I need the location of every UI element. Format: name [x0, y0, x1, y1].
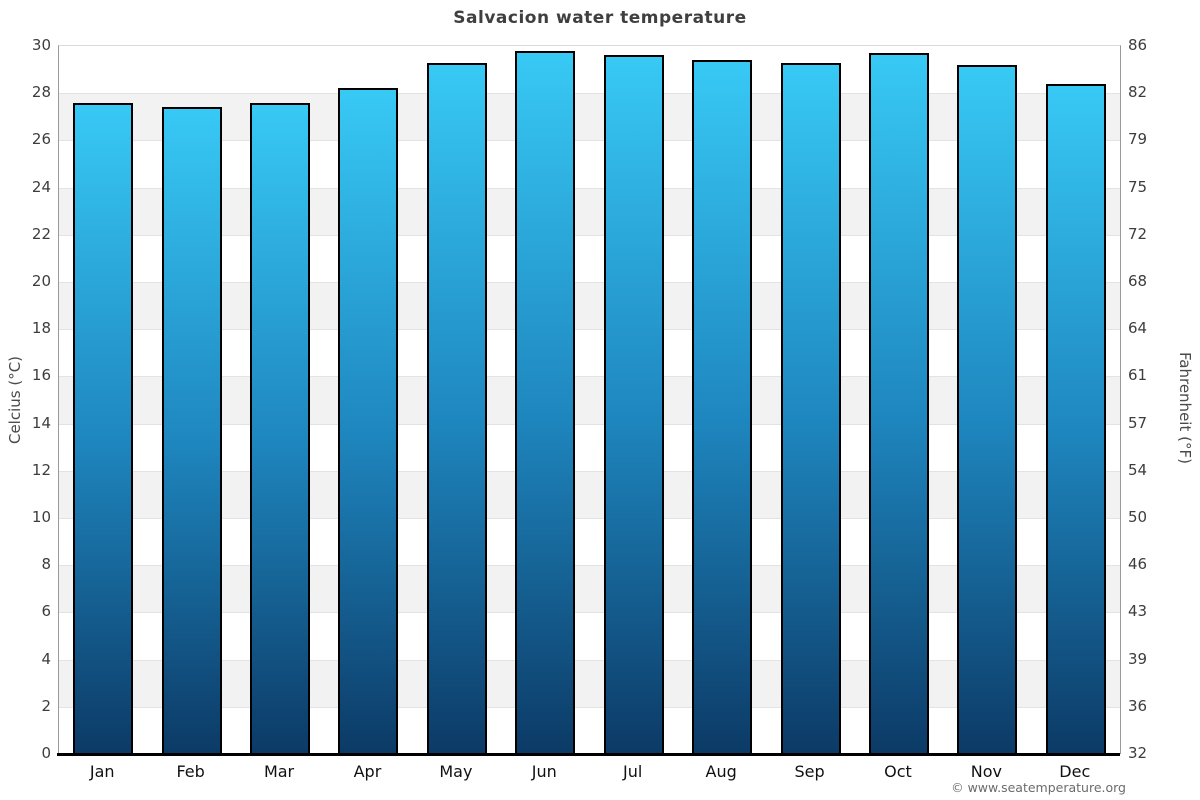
bar-may	[426, 62, 487, 754]
fahrenheit-tick-32: 32	[1128, 744, 1148, 762]
fahrenheit-tick-82: 82	[1128, 83, 1148, 102]
x-label-jan: Jan	[89, 762, 115, 781]
fahrenheit-tick-39: 39	[1128, 649, 1148, 668]
bar-jan	[73, 102, 134, 754]
shaded-band	[59, 187, 1120, 235]
x-label-jun: Jun	[531, 762, 557, 781]
x-label-jul: Jul	[623, 762, 643, 781]
fahrenheit-tick-36: 36	[1128, 696, 1148, 715]
gridline	[59, 187, 1120, 189]
gridline	[59, 612, 1120, 614]
gridline	[59, 234, 1120, 236]
x-label-aug: Aug	[705, 762, 737, 781]
x-label-nov: Nov	[970, 762, 1002, 781]
celsius-tick-14: 14	[31, 413, 51, 432]
celsius-tick-22: 22	[31, 224, 51, 243]
bar-sep	[780, 62, 841, 754]
celsius-tick-6: 6	[41, 602, 51, 621]
gridline	[59, 282, 1120, 283]
shaded-band	[59, 282, 1120, 330]
bar-dec	[1045, 83, 1106, 754]
y-axis-title-fahrenheit: Fahrenheit (°F)	[1176, 352, 1194, 464]
celsius-tick-16: 16	[31, 366, 51, 385]
x-label-sep: Sep	[794, 762, 825, 781]
bar-apr	[338, 88, 399, 754]
bar-mar	[250, 102, 311, 754]
gridline	[59, 376, 1120, 378]
celsius-tick-4: 4	[41, 649, 51, 668]
x-axis-line	[57, 753, 1120, 756]
shaded-band	[59, 376, 1120, 424]
shaded-band	[59, 659, 1120, 707]
fahrenheit-tick-50: 50	[1128, 508, 1148, 526]
bar-aug	[692, 60, 753, 754]
gridline	[59, 659, 1120, 661]
celsius-tick-8: 8	[41, 555, 51, 574]
x-label-oct: Oct	[884, 762, 912, 781]
celsius-tick-26: 26	[31, 130, 51, 149]
x-label-apr: Apr	[353, 762, 382, 781]
bar-nov	[957, 64, 1018, 754]
bar-jun	[515, 50, 576, 754]
fahrenheit-tick-75: 75	[1128, 177, 1148, 196]
gridline	[59, 518, 1120, 519]
gridline	[59, 565, 1120, 567]
fahrenheit-tick-57: 57	[1128, 413, 1148, 432]
fahrenheit-tick-79: 79	[1128, 130, 1148, 149]
gridline	[59, 329, 1120, 331]
bar-oct	[868, 53, 929, 754]
fahrenheit-tick-61: 61	[1128, 366, 1148, 385]
fahrenheit-tick-86: 86	[1128, 36, 1148, 54]
plot-area	[58, 45, 1121, 754]
celsius-tick-24: 24	[31, 177, 51, 196]
gridline	[59, 140, 1120, 142]
shaded-band	[59, 565, 1120, 613]
fahrenheit-tick-46: 46	[1128, 555, 1148, 574]
gridline	[59, 470, 1120, 472]
gridline	[59, 706, 1120, 708]
fahrenheit-tick-43: 43	[1128, 602, 1148, 621]
celsius-tick-2: 2	[41, 696, 51, 715]
y-axis-title-celsius: Celcius (°C)	[6, 355, 24, 445]
x-label-dec: Dec	[1059, 762, 1091, 781]
bar-jul	[603, 55, 664, 754]
celsius-tick-28: 28	[31, 83, 51, 102]
shaded-band	[59, 93, 1120, 141]
fahrenheit-tick-54: 54	[1128, 460, 1148, 479]
fahrenheit-tick-68: 68	[1128, 272, 1148, 290]
celsius-tick-0: 0	[41, 744, 51, 762]
x-label-mar: Mar	[263, 762, 295, 781]
gridline	[59, 423, 1120, 425]
celsius-tick-20: 20	[31, 272, 51, 290]
celsius-tick-10: 10	[31, 508, 51, 526]
chart-title: Salvacion water temperature	[453, 8, 747, 28]
x-label-feb: Feb	[176, 762, 205, 781]
celsius-tick-18: 18	[31, 319, 51, 338]
copyright-attribution: © www.seatemperature.org	[951, 780, 1126, 795]
fahrenheit-tick-72: 72	[1128, 224, 1148, 243]
gridline	[59, 93, 1120, 95]
shaded-band	[59, 470, 1120, 518]
x-label-may: May	[439, 762, 473, 781]
celsius-tick-30: 30	[31, 36, 51, 54]
fahrenheit-tick-64: 64	[1128, 319, 1148, 338]
celsius-tick-12: 12	[31, 460, 51, 479]
bar-feb	[161, 107, 222, 754]
